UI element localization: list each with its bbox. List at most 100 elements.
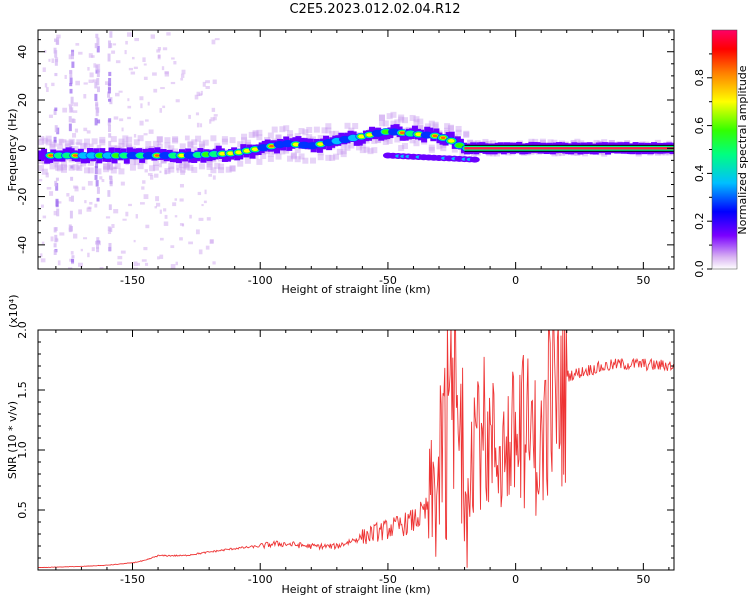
speckle — [88, 53, 93, 58]
halo-cell — [267, 132, 274, 139]
straight-band-core — [464, 147, 674, 150]
halo-cell — [106, 159, 113, 166]
speckle — [66, 193, 70, 197]
halo-cell — [298, 153, 305, 160]
speckle — [71, 61, 75, 68]
halo-cell — [378, 114, 385, 121]
halo-cell — [256, 129, 263, 136]
ridge-blob — [268, 144, 274, 148]
ridge-blob — [440, 136, 446, 140]
halo-cell — [206, 161, 213, 168]
speckle — [96, 37, 100, 46]
ridge-cell — [38, 150, 44, 162]
halo-cell — [95, 168, 102, 175]
halo-cell — [218, 167, 225, 174]
y-tick-label: -20 — [16, 188, 29, 206]
halo-cell — [325, 154, 332, 161]
halo-cell — [129, 164, 136, 171]
speckle — [108, 87, 112, 94]
speckle — [133, 66, 138, 70]
speckle — [144, 262, 149, 266]
speckle — [89, 72, 94, 78]
speckle — [69, 77, 73, 84]
ridge-blob — [292, 142, 300, 147]
snr-y-axis-label: SNR (10 * v/v) — [6, 401, 19, 479]
halo-cell — [674, 140, 680, 146]
speckle — [120, 181, 125, 186]
speckle — [170, 245, 175, 249]
speckle — [75, 142, 81, 145]
speckle — [44, 83, 48, 88]
halo-cell — [401, 142, 408, 149]
speckle — [179, 198, 184, 202]
y-tick-label: -40 — [16, 236, 29, 254]
speckle — [127, 105, 132, 109]
halo-cell — [340, 141, 347, 148]
halo-cell — [64, 143, 71, 150]
speckle — [189, 214, 192, 219]
halo-cell — [283, 147, 290, 154]
speckle — [190, 150, 194, 153]
halo-cell — [336, 148, 343, 155]
spectrogram-frame — [37, 29, 675, 270]
speckle — [96, 187, 100, 194]
speckle — [188, 114, 191, 119]
speckle — [145, 224, 150, 229]
halo-cell — [183, 163, 190, 170]
halo-cell — [175, 164, 182, 171]
halo-cell — [210, 167, 217, 174]
speckle — [154, 206, 157, 209]
speckle — [70, 141, 74, 145]
speckle — [170, 81, 176, 85]
halo-cell — [126, 142, 133, 149]
speckle — [63, 165, 68, 168]
speckle — [96, 197, 100, 202]
snr-series-line — [38, 330, 674, 569]
speckle — [133, 239, 136, 243]
speckle — [55, 198, 59, 207]
chart-title: C2E5.2023.012.02.04.R12 — [289, 2, 461, 17]
halo-cell — [417, 124, 424, 131]
speckle — [51, 58, 55, 64]
halo-cell — [302, 129, 309, 136]
halo-cell — [118, 138, 125, 145]
speckle — [139, 96, 144, 101]
halo-cell — [290, 152, 297, 159]
speckle — [40, 258, 46, 263]
ridge-blob — [54, 152, 64, 159]
halo-cell — [106, 164, 113, 171]
x-tick-label: 0 — [512, 274, 519, 287]
halo-cell — [114, 162, 121, 169]
halo-cell — [294, 156, 301, 163]
halo-cell — [417, 125, 424, 132]
ridge-blob — [358, 134, 365, 139]
colorbar-tick-label: 0.8 — [693, 69, 706, 87]
halo-cell — [244, 157, 251, 164]
halo-cell — [290, 153, 297, 160]
speckle — [128, 67, 133, 71]
speckle — [136, 262, 140, 266]
ridge-blob — [168, 152, 178, 159]
speckle — [57, 260, 61, 266]
ridge-blob — [193, 152, 203, 158]
halo-cell — [283, 145, 290, 152]
halo-cell — [83, 143, 90, 150]
speckle — [55, 183, 59, 191]
speckle — [53, 139, 57, 144]
halo-cell — [344, 122, 351, 129]
speckle — [99, 176, 103, 180]
halo-cell — [455, 129, 462, 136]
halo-cell — [156, 143, 163, 150]
halo-cell — [118, 168, 125, 175]
speckle — [96, 237, 100, 244]
speckle — [44, 49, 47, 53]
speckle — [105, 216, 111, 219]
speckle — [159, 170, 162, 174]
halo-cell — [168, 166, 175, 173]
speckle — [53, 210, 57, 216]
halo-cell — [329, 130, 336, 137]
halo-cell — [187, 164, 194, 171]
ridge-blob — [455, 143, 464, 148]
speckle — [107, 98, 111, 102]
speckle — [107, 119, 111, 126]
